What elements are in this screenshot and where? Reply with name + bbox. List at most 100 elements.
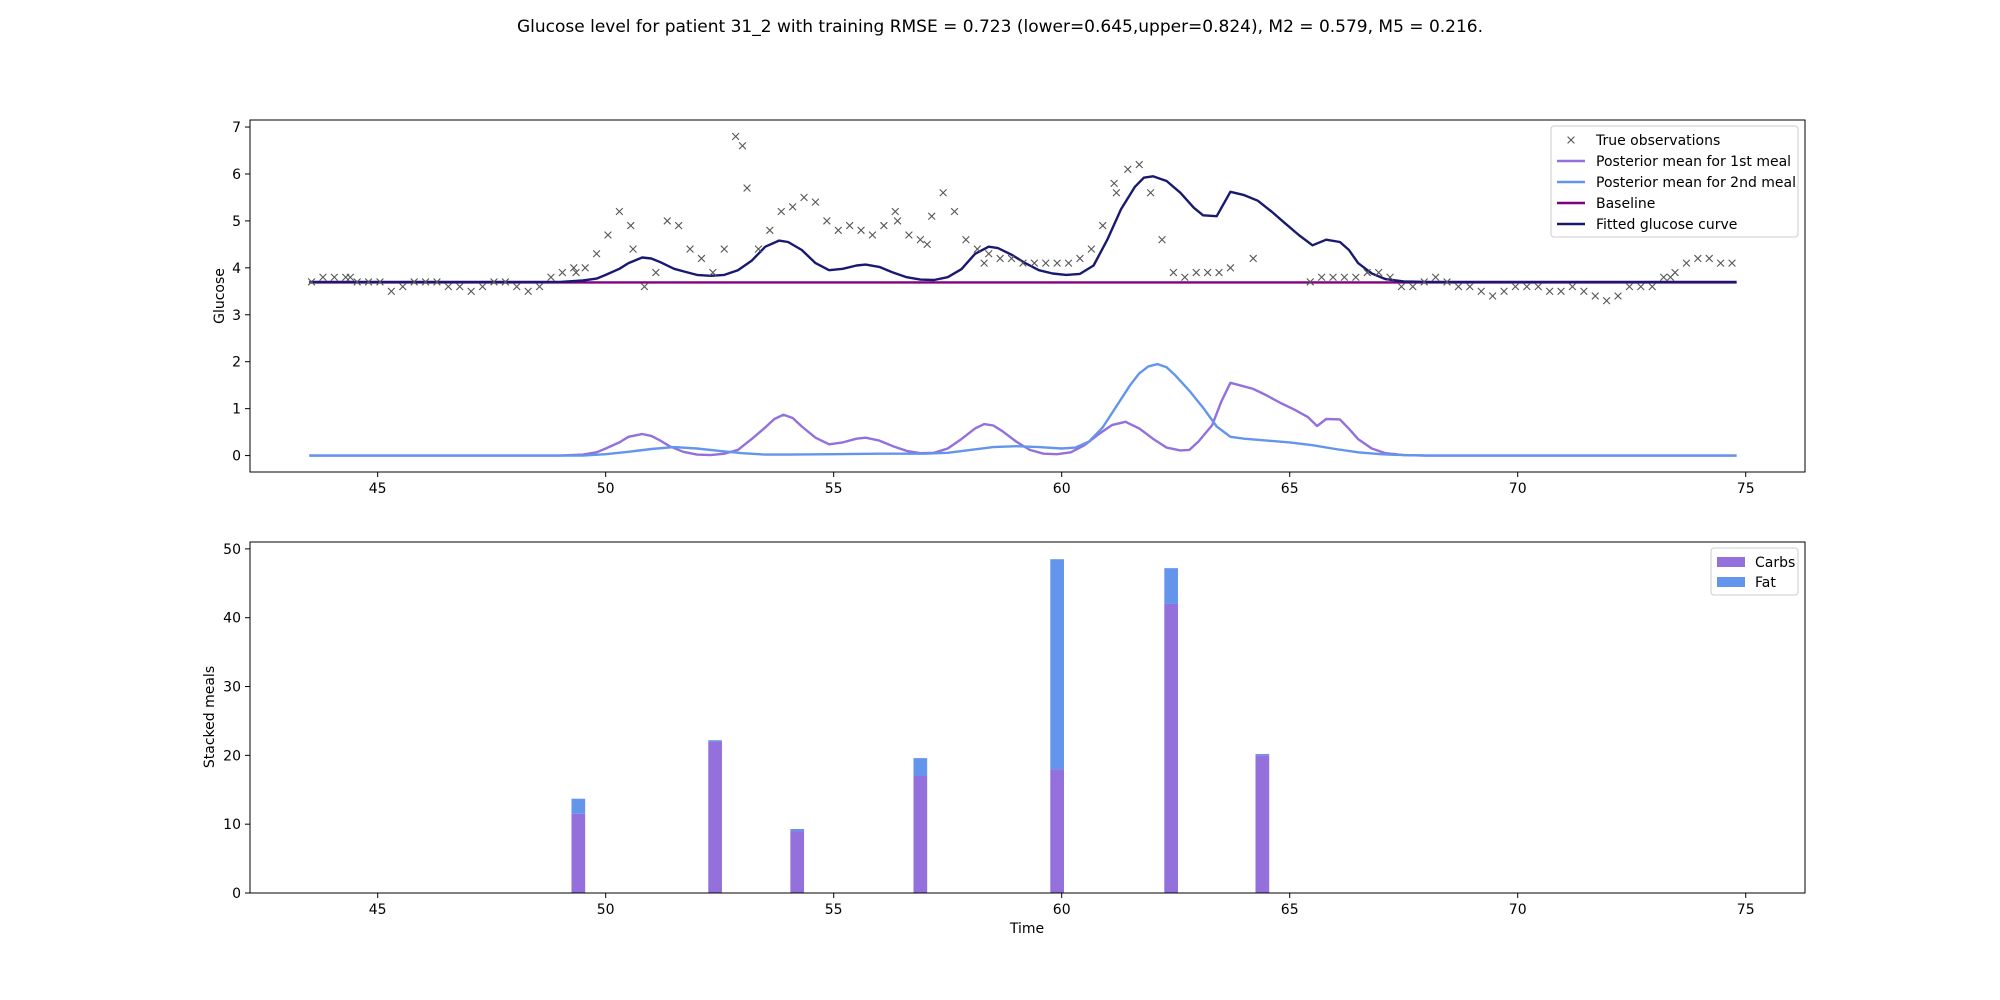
- bar-carbs: [1164, 603, 1178, 893]
- observation-point: [1019, 259, 1027, 267]
- observation-point: [1648, 282, 1657, 291]
- observation-point: [640, 282, 649, 291]
- bar-fat: [708, 740, 722, 742]
- x-tick-label: 65: [1281, 481, 1299, 497]
- legend-swatch-carbs: [1717, 557, 1745, 567]
- observation-point: [1420, 278, 1429, 286]
- observation-point: [939, 188, 947, 197]
- legend-label: Fat: [1755, 575, 1776, 591]
- observation-point: [1098, 221, 1107, 230]
- observation-point: [996, 254, 1004, 263]
- observation-point: [1534, 282, 1543, 291]
- meals-axes-frame: [249, 541, 1806, 894]
- observation-point: [524, 287, 532, 296]
- observation-point: [1124, 165, 1132, 174]
- observation-point: [1431, 273, 1440, 282]
- observation-point: [1306, 278, 1315, 286]
- observation-point: [433, 278, 441, 286]
- observation-point: [674, 221, 683, 230]
- observation-point: [1087, 245, 1096, 253]
- observation-point: [558, 268, 567, 277]
- x-tick-label: 55: [825, 481, 843, 497]
- y-tick-label: 40: [223, 611, 241, 627]
- observation-point: [1181, 273, 1189, 282]
- observation-point: [1728, 259, 1736, 267]
- observation-point: [811, 198, 820, 206]
- observation-point: [950, 207, 959, 216]
- observation-point: [467, 287, 475, 296]
- y-tick-label: 0: [232, 449, 241, 465]
- observation-point: [1076, 254, 1084, 263]
- bar-carbs: [913, 776, 928, 893]
- x-tick-label: 50: [597, 902, 615, 918]
- observation-point: [501, 278, 510, 286]
- observation-point: [880, 221, 888, 230]
- bar-carbs: [708, 741, 722, 893]
- observation-point: [1614, 292, 1622, 300]
- observation-point: [1146, 188, 1155, 197]
- series-line-fitted-glucose-curve: [309, 175, 1737, 284]
- observation-point: [615, 207, 624, 216]
- observation-point: [572, 268, 580, 277]
- y-tick-label: 4: [232, 261, 241, 277]
- observation-point: [1659, 273, 1668, 282]
- observation-point: [1454, 282, 1463, 291]
- glucose-axes-frame: [249, 119, 1806, 473]
- observation-point: [387, 287, 396, 296]
- meals-plot-area: [571, 559, 1270, 893]
- bar-fat: [913, 758, 928, 776]
- observation-point: [893, 217, 902, 225]
- observation-point: [916, 235, 925, 244]
- observation-point: [800, 193, 808, 202]
- observation-point: [592, 249, 601, 258]
- bar-carbs: [1255, 755, 1270, 893]
- y-tick-label: 5: [232, 214, 241, 230]
- legend-label: Baseline: [1596, 196, 1655, 212]
- observation-point: [535, 282, 544, 291]
- bar-carbs: [571, 813, 586, 893]
- observation-point: [788, 203, 797, 211]
- observation-point: [868, 231, 877, 239]
- bar-fat: [790, 828, 805, 832]
- observation-point: [307, 278, 316, 286]
- observation-point: [923, 240, 931, 249]
- observation-point: [581, 264, 589, 272]
- legend-label: Posterior mean for 1st meal: [1596, 154, 1791, 170]
- observation-point: [1443, 278, 1451, 286]
- observation-point: [754, 245, 763, 253]
- observation-point: [962, 235, 970, 244]
- observation-point: [1625, 282, 1634, 291]
- observation-point: [398, 282, 407, 291]
- y-tick-label: 30: [223, 680, 241, 696]
- observation-point: [569, 264, 578, 272]
- observation-point: [1249, 254, 1258, 263]
- y-tick-label: 6: [232, 167, 241, 183]
- observation-point: [1064, 259, 1073, 267]
- observation-point: [845, 221, 854, 230]
- observation-point: [973, 245, 982, 253]
- x-tick-label: 55: [825, 902, 843, 918]
- observation-point: [697, 254, 706, 263]
- observation-point: [1203, 268, 1212, 277]
- observation-point: [891, 207, 900, 216]
- observation-point: [1340, 273, 1349, 282]
- observation-point: [1053, 259, 1061, 267]
- observation-point: [1500, 287, 1508, 296]
- y-tick-label: 10: [223, 817, 241, 833]
- observation-point: [1329, 273, 1337, 282]
- observation-point: [652, 268, 660, 277]
- observation-point: [1637, 282, 1645, 291]
- observation-point: [1409, 282, 1417, 291]
- x-tick-label: 60: [1053, 481, 1071, 497]
- observation-point: [1488, 292, 1497, 300]
- observation-point: [629, 245, 637, 253]
- observation-point: [1545, 287, 1554, 296]
- observation-point: [1374, 268, 1383, 277]
- observation-point: [1591, 292, 1600, 300]
- observation-point: [1215, 268, 1223, 277]
- observation-point: [1363, 268, 1372, 277]
- observation-point: [1511, 282, 1520, 291]
